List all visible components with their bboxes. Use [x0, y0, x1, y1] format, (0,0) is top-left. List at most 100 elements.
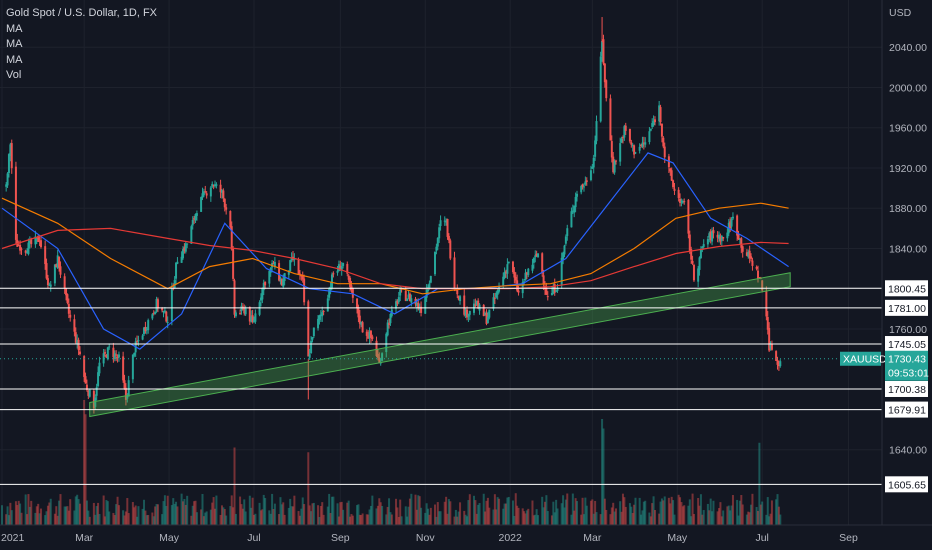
candle-body	[328, 288, 331, 298]
candle-body	[104, 352, 107, 354]
volume-bar	[594, 500, 597, 525]
price-tick-label: 1640.00	[889, 445, 927, 457]
candle-body	[594, 140, 597, 157]
candle-body	[205, 193, 208, 196]
candle-body	[73, 319, 76, 332]
ma-indicator-2[interactable]: MA	[6, 38, 23, 50]
volume-bar	[670, 496, 673, 525]
candle-body	[716, 234, 719, 238]
candle-body	[492, 297, 495, 309]
volume-bar	[360, 515, 363, 525]
volume-bar	[415, 509, 418, 525]
symbol-title[interactable]: Gold Spot / U.S. Dollar, 1D, FX	[6, 7, 158, 19]
candle-body	[85, 384, 88, 390]
volume-bar	[340, 501, 343, 525]
candle-body	[46, 278, 49, 286]
volume-bar	[154, 506, 157, 525]
volume-bar	[77, 499, 80, 525]
candle-body	[446, 218, 449, 237]
volume-bar	[580, 514, 583, 525]
volume-bar	[524, 513, 527, 525]
candle-body	[701, 246, 704, 248]
volume-indicator[interactable]: Vol	[6, 69, 22, 81]
candle-body	[653, 119, 656, 123]
volume-bar	[407, 506, 410, 525]
candle-body	[126, 395, 129, 399]
candle-body	[358, 315, 361, 324]
volume-bar	[381, 505, 384, 525]
volume-bar	[505, 503, 508, 525]
candle-body	[537, 253, 540, 258]
volume-bar	[26, 514, 29, 525]
volume-bar	[672, 500, 675, 525]
volume-bar	[162, 501, 165, 525]
candle-body	[215, 184, 218, 186]
volume-bar	[738, 500, 741, 525]
candle-body	[19, 244, 22, 251]
candle-body	[94, 397, 97, 407]
candle-body	[201, 193, 204, 198]
volume-bar	[143, 499, 146, 525]
volume-bar	[181, 501, 184, 525]
candle-body	[28, 240, 31, 244]
candle-body	[173, 280, 176, 289]
candle-body	[105, 355, 108, 358]
candle-body	[230, 226, 233, 250]
candle-body	[259, 297, 262, 301]
volume-bar	[301, 497, 304, 525]
candle-body	[20, 248, 23, 250]
ma-indicator-1[interactable]: MA	[6, 22, 23, 35]
volume-bar	[379, 502, 382, 525]
volume-bar	[303, 504, 306, 525]
volume-bar	[610, 507, 613, 525]
candle-body	[27, 242, 30, 255]
volume-bar	[613, 511, 616, 525]
volume-bar	[446, 513, 449, 525]
candle-body	[175, 262, 178, 279]
candle-body	[272, 263, 275, 265]
candle-body	[488, 309, 491, 318]
volume-bar	[467, 500, 470, 525]
volume-bar	[457, 511, 460, 525]
volume-bar	[386, 506, 389, 525]
candle-body	[659, 107, 662, 123]
volume-bar	[634, 497, 637, 525]
volume-bar	[463, 510, 466, 525]
candle-body	[66, 294, 69, 303]
volume-bar	[589, 500, 592, 525]
volume-bar	[740, 495, 743, 525]
candle-body	[396, 300, 399, 304]
candle-body	[688, 234, 691, 251]
volume-bar	[765, 514, 768, 525]
candle-body	[770, 344, 773, 350]
candle-body	[340, 266, 343, 271]
candle-body	[194, 214, 197, 221]
candle-body	[511, 261, 514, 273]
candle-body	[722, 237, 725, 239]
candle-body	[658, 105, 661, 122]
volume-bar	[445, 496, 448, 525]
volume-bar	[541, 496, 544, 525]
candle-body	[525, 272, 528, 275]
volume-bar	[408, 498, 411, 525]
volume-bar	[145, 515, 148, 525]
candle-body	[113, 353, 116, 360]
candle-body	[698, 257, 701, 270]
volume-bar	[308, 505, 311, 525]
volume-bar	[116, 496, 119, 525]
volume-bar	[173, 503, 176, 525]
candle-body	[571, 210, 574, 212]
candle-body	[576, 193, 579, 197]
candle-body	[420, 306, 423, 313]
volume-bar	[443, 501, 446, 525]
level-price-label: 1745.05	[888, 339, 926, 351]
candle-body	[74, 332, 77, 343]
candle-body	[439, 220, 442, 226]
candle-body	[59, 266, 62, 275]
ma-indicator-3[interactable]: MA	[6, 53, 23, 66]
volume-bar	[417, 495, 420, 525]
candle-body	[241, 306, 244, 308]
volume-bar	[687, 505, 690, 525]
candle-body	[532, 257, 535, 263]
